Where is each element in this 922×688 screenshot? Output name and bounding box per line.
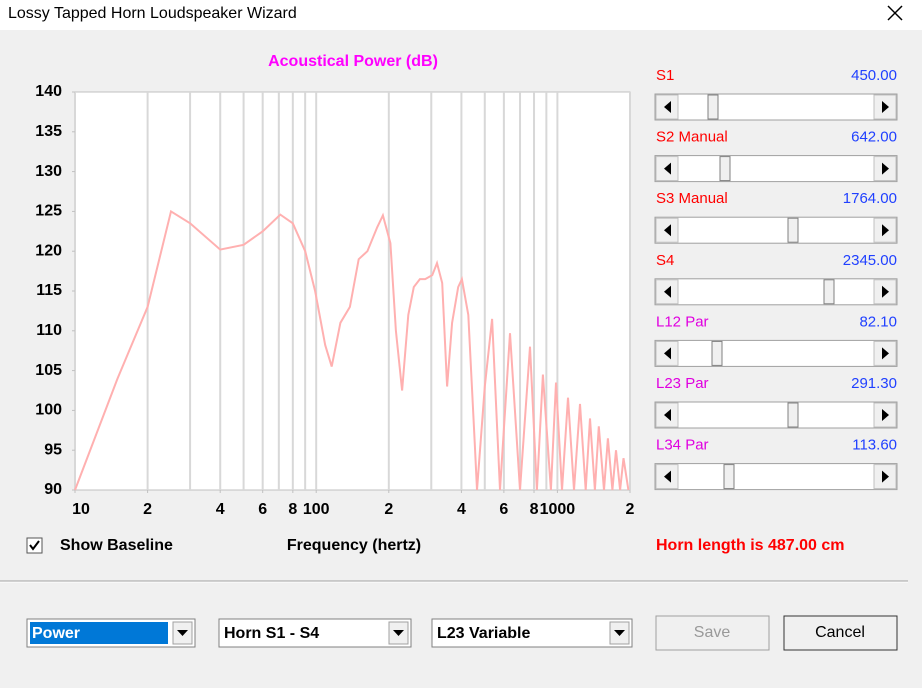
dropdown-text[interactable]: Horn S1 - S4 (224, 625, 319, 642)
arrow-icon (882, 101, 889, 113)
x-tick-label: 8 (530, 501, 539, 518)
slider-label: S2 Manual (656, 129, 728, 146)
x-tick-label: 100 (303, 501, 330, 518)
chart-title: Acoustical Power (dB) (268, 53, 438, 70)
arrow-icon (664, 162, 671, 175)
x-tick-label: 2 (384, 501, 393, 518)
slider-thumb[interactable] (787, 217, 799, 243)
y-tick-label: 95 (44, 441, 62, 458)
y-tick-label: 125 (35, 203, 62, 220)
arrow-icon (882, 224, 889, 237)
slider-track[interactable] (654, 278, 898, 306)
arrow-icon (393, 630, 404, 636)
title-bar (0, 0, 922, 30)
arrow-icon (664, 285, 671, 298)
slider-label: L34 Par (656, 437, 709, 454)
x-tick-label: 6 (258, 501, 267, 518)
arrow-icon (882, 347, 889, 360)
slider-value: 450.00 (851, 67, 897, 84)
arrow-icon (664, 101, 671, 113)
slider-track[interactable] (654, 93, 898, 121)
status-text: Horn length is 487.00 cm (656, 537, 845, 554)
slider-label: S4 (656, 252, 674, 269)
x-tick-label: 2 (626, 501, 635, 518)
arrow-icon (664, 409, 671, 421)
slider-value: 291.30 (851, 375, 897, 392)
y-tick-label: 115 (36, 282, 62, 299)
slider-thumb[interactable] (723, 464, 735, 490)
arrow-icon (882, 470, 889, 483)
x-tick-label: 8 (288, 501, 297, 518)
button[interactable] (783, 615, 898, 651)
close-button[interactable] (887, 5, 903, 21)
arrow-icon (664, 470, 671, 483)
dropdown-text[interactable]: L23 Variable (437, 625, 530, 642)
button[interactable] (655, 615, 770, 651)
x-tick-label: 4 (216, 501, 225, 518)
y-tick-label: 120 (35, 242, 62, 259)
slider-label: L12 Par (656, 313, 709, 330)
arrow-icon (664, 347, 671, 360)
checkbox[interactable] (26, 537, 43, 554)
x-tick-label: 1000 (540, 501, 576, 518)
slider-thumb[interactable] (787, 402, 799, 428)
y-tick-label: 100 (35, 402, 62, 419)
arrow-icon (882, 285, 889, 298)
slider-label: S1 (656, 67, 674, 84)
slider-label: S3 Manual (656, 190, 728, 207)
x-tick-label: 2 (143, 501, 152, 518)
slider-thumb[interactable] (719, 156, 731, 182)
slider-track[interactable] (654, 339, 898, 367)
dropdown[interactable] (431, 618, 633, 648)
slider-track[interactable] (654, 401, 898, 429)
button-label[interactable]: Save (694, 624, 731, 641)
arrow-icon (664, 224, 671, 237)
slider-track[interactable] (654, 463, 898, 491)
x-axis-label: Frequency (hertz) (287, 537, 421, 554)
slider-label: L23 Par (656, 375, 709, 392)
dropdown[interactable] (218, 618, 412, 648)
slider-value: 82.10 (859, 313, 897, 330)
dropdown-text[interactable]: Power (32, 625, 80, 642)
checkbox-label[interactable]: Show Baseline (60, 537, 173, 554)
slider-value: 2345.00 (843, 252, 897, 269)
arrow-icon (882, 409, 889, 421)
slider-thumb[interactable] (707, 94, 719, 120)
data-line (74, 209, 630, 491)
x-tick-label: 10 (72, 501, 90, 518)
slider-thumb[interactable] (823, 279, 835, 305)
x-tick-label: 4 (457, 501, 466, 518)
y-tick-label: 140 (35, 83, 62, 100)
slider-value: 1764.00 (843, 190, 897, 207)
slider-track[interactable] (654, 216, 898, 244)
selection-highlight (30, 622, 168, 644)
arrow-icon (882, 162, 889, 175)
x-tick-label: 6 (499, 501, 508, 518)
arrow-icon (614, 630, 625, 636)
arrow-icon (177, 630, 188, 636)
y-tick-label: 110 (36, 322, 62, 339)
button-label[interactable]: Cancel (815, 624, 865, 641)
slider-value: 113.60 (852, 437, 897, 454)
y-tick-label: 130 (35, 163, 62, 180)
y-tick-label: 105 (35, 362, 62, 379)
y-tick-label: 135 (35, 123, 62, 140)
slider-value: 642.00 (851, 129, 897, 146)
window-title: Lossy Tapped Horn Loudspeaker Wizard (8, 5, 297, 22)
slider-thumb[interactable] (711, 340, 723, 366)
slider-track[interactable] (654, 155, 898, 183)
y-tick-label: 90 (44, 481, 62, 498)
